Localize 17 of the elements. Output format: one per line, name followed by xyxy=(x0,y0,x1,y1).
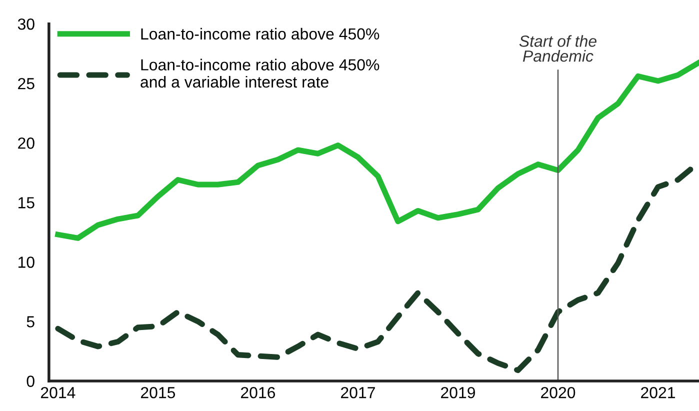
y-tick-label: 25 xyxy=(18,78,34,90)
x-tick-label: 2015 xyxy=(140,386,176,398)
y-tick-label: 15 xyxy=(18,197,34,208)
y-tick-label: 10 xyxy=(18,256,34,268)
x-tick-label: 2014 xyxy=(40,386,76,398)
y-tick-label: 0 xyxy=(26,376,34,387)
y-tick-label: 20 xyxy=(18,138,34,149)
x-tick-label: 2020 xyxy=(541,386,576,398)
x-tick-label: 2021 xyxy=(641,386,675,398)
legend-label: Loan-to-income ratio above 450% xyxy=(141,28,380,40)
ref-line-label: Start of the Pandemic xyxy=(519,35,596,62)
y-tick-label: 30 xyxy=(18,18,34,30)
x-tick-label: 2016 xyxy=(240,386,276,398)
y-tick-label: 5 xyxy=(26,316,34,328)
x-tick-label: 2019 xyxy=(441,386,475,398)
x-tick-label: 2017 xyxy=(341,386,375,398)
legend-label: Loan-to-income ratio above 450% and a variable interest rate xyxy=(140,58,380,88)
